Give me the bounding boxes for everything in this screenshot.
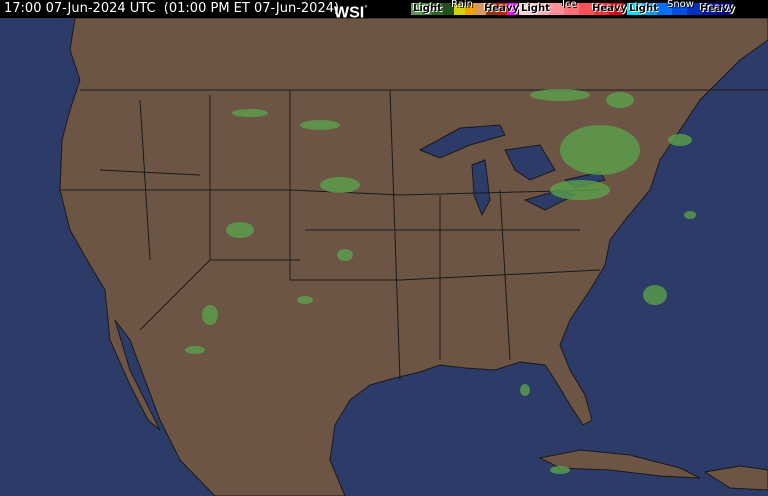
rain-color-swatch <box>485 3 497 15</box>
precip-echo <box>300 120 340 130</box>
precip-echo <box>530 89 590 101</box>
hispaniola-land <box>703 465 768 491</box>
precip-echo <box>320 177 360 193</box>
ice-color-swatch <box>564 3 579 15</box>
precip-echo <box>337 249 353 261</box>
rain-color-swatch <box>453 3 465 15</box>
snow-color-swatch <box>672 3 687 15</box>
precip-echo <box>668 134 692 146</box>
precip-echo <box>606 92 634 108</box>
ice-title: Ice <box>562 0 577 10</box>
rain-color-swatch <box>421 3 433 15</box>
ice-light-label: Light <box>521 3 550 14</box>
logo-mark: ° <box>364 4 368 13</box>
rain-color-swatch <box>432 3 444 15</box>
ice-color-swatch <box>519 3 534 15</box>
snow-legend <box>627 3 732 15</box>
precip-echo <box>684 211 696 219</box>
snow-color-swatch <box>687 3 702 15</box>
rain-color-swatch <box>443 3 454 15</box>
ice-color-swatch <box>609 3 624 15</box>
ice-color-swatch <box>549 3 564 15</box>
rain-color-swatch <box>464 3 476 15</box>
precip-echo <box>297 296 313 304</box>
rain-light-label: Light <box>413 3 442 14</box>
rain-color-swatch <box>411 3 422 15</box>
rain-title: Rain <box>451 0 473 10</box>
precipitation-echoes <box>185 89 696 474</box>
precip-echo <box>185 346 205 354</box>
precip-echo <box>643 285 667 305</box>
precip-echo <box>560 125 640 175</box>
map-canvas <box>59 18 768 496</box>
precip-echo <box>550 180 610 200</box>
snow-color-swatch <box>702 3 717 15</box>
timestamp: 17:00 07-Jun-2024 UTC (01:00 PM ET 07-Ju… <box>4 1 340 16</box>
ice-color-swatch <box>534 3 549 15</box>
state-borders <box>60 89 768 381</box>
logo-text: WSI <box>334 4 365 22</box>
snow-heavy-label: Heavy <box>700 3 735 14</box>
rain-color-swatch <box>475 3 486 15</box>
rain-color-swatch <box>507 3 519 15</box>
ice-heavy-label: Heavy <box>592 3 627 14</box>
precip-echo <box>226 222 254 238</box>
precip-echo <box>202 305 218 325</box>
wsi-logo: WSI° <box>334 0 367 22</box>
precip-echo <box>520 384 530 396</box>
ice-legend <box>519 3 624 15</box>
ice-color-swatch <box>579 3 594 15</box>
snow-color-swatch <box>627 3 642 15</box>
precip-echo <box>232 109 268 117</box>
cuba-land <box>538 449 701 479</box>
snow-color-swatch <box>657 3 672 15</box>
ice-color-swatch <box>594 3 609 15</box>
snow-title: Snow <box>667 0 694 10</box>
snow-color-swatch <box>717 3 732 15</box>
snow-light-label: Light <box>629 3 658 14</box>
snow-color-swatch <box>642 3 657 15</box>
rain-heavy-label: Heavy <box>484 3 519 14</box>
rain-color-swatch <box>496 3 508 15</box>
rain-legend <box>411 3 519 15</box>
precip-echo <box>550 466 570 474</box>
header-bar: 17:00 07-Jun-2024 UTC (01:00 PM ET 07-Ju… <box>0 0 768 21</box>
